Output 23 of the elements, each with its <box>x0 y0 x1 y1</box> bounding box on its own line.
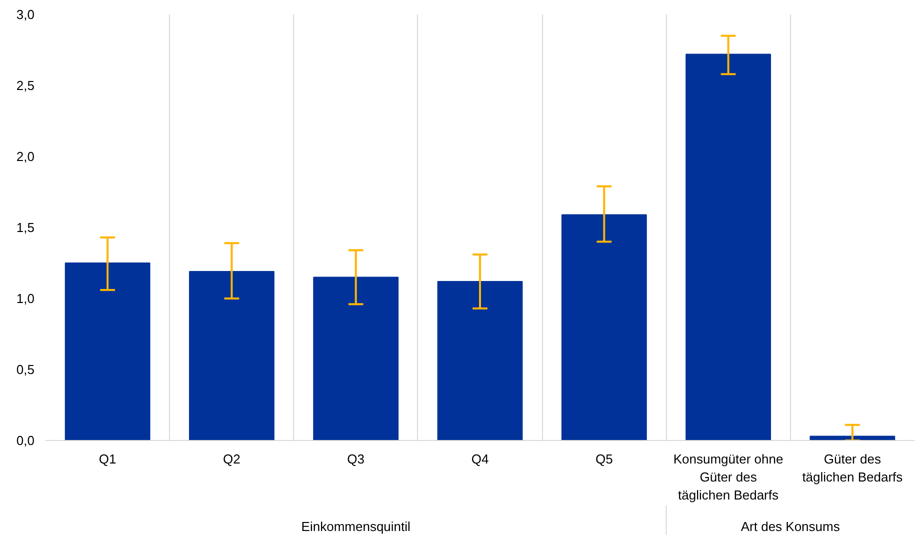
bar <box>313 276 399 440</box>
text: Einkommensquintil <box>301 519 411 534</box>
x-tick-label: Q4 <box>471 452 489 466</box>
y-tick-label: 2,5 <box>16 78 35 93</box>
x-tick-label: Güter des täglichen Bedarfs <box>802 452 904 484</box>
x-tick-label: Q3 <box>347 452 365 466</box>
bar <box>561 214 647 440</box>
x-tick-label: Q1 <box>98 452 116 466</box>
y-tick-label: 1,5 <box>16 220 35 235</box>
x-tick-label: Konsumgüter ohne Güter des täglichen Bedarfs <box>673 452 784 502</box>
y-tick-label: 0,5 <box>16 362 35 377</box>
y-tick-label: 0,0 <box>16 433 35 448</box>
x-tick-label: Q5 <box>595 452 613 466</box>
bar <box>810 436 896 440</box>
bar <box>437 280 523 440</box>
y-tick-label: 1,0 <box>16 291 35 306</box>
bar <box>189 271 274 440</box>
text: Art des Konsums <box>740 519 840 534</box>
x-tick-label: Q2 <box>223 452 240 466</box>
bar <box>64 262 150 440</box>
bar <box>686 54 771 440</box>
y-tick-label: 2,0 <box>16 149 35 164</box>
y-tick-label: 3,0 <box>16 7 35 22</box>
